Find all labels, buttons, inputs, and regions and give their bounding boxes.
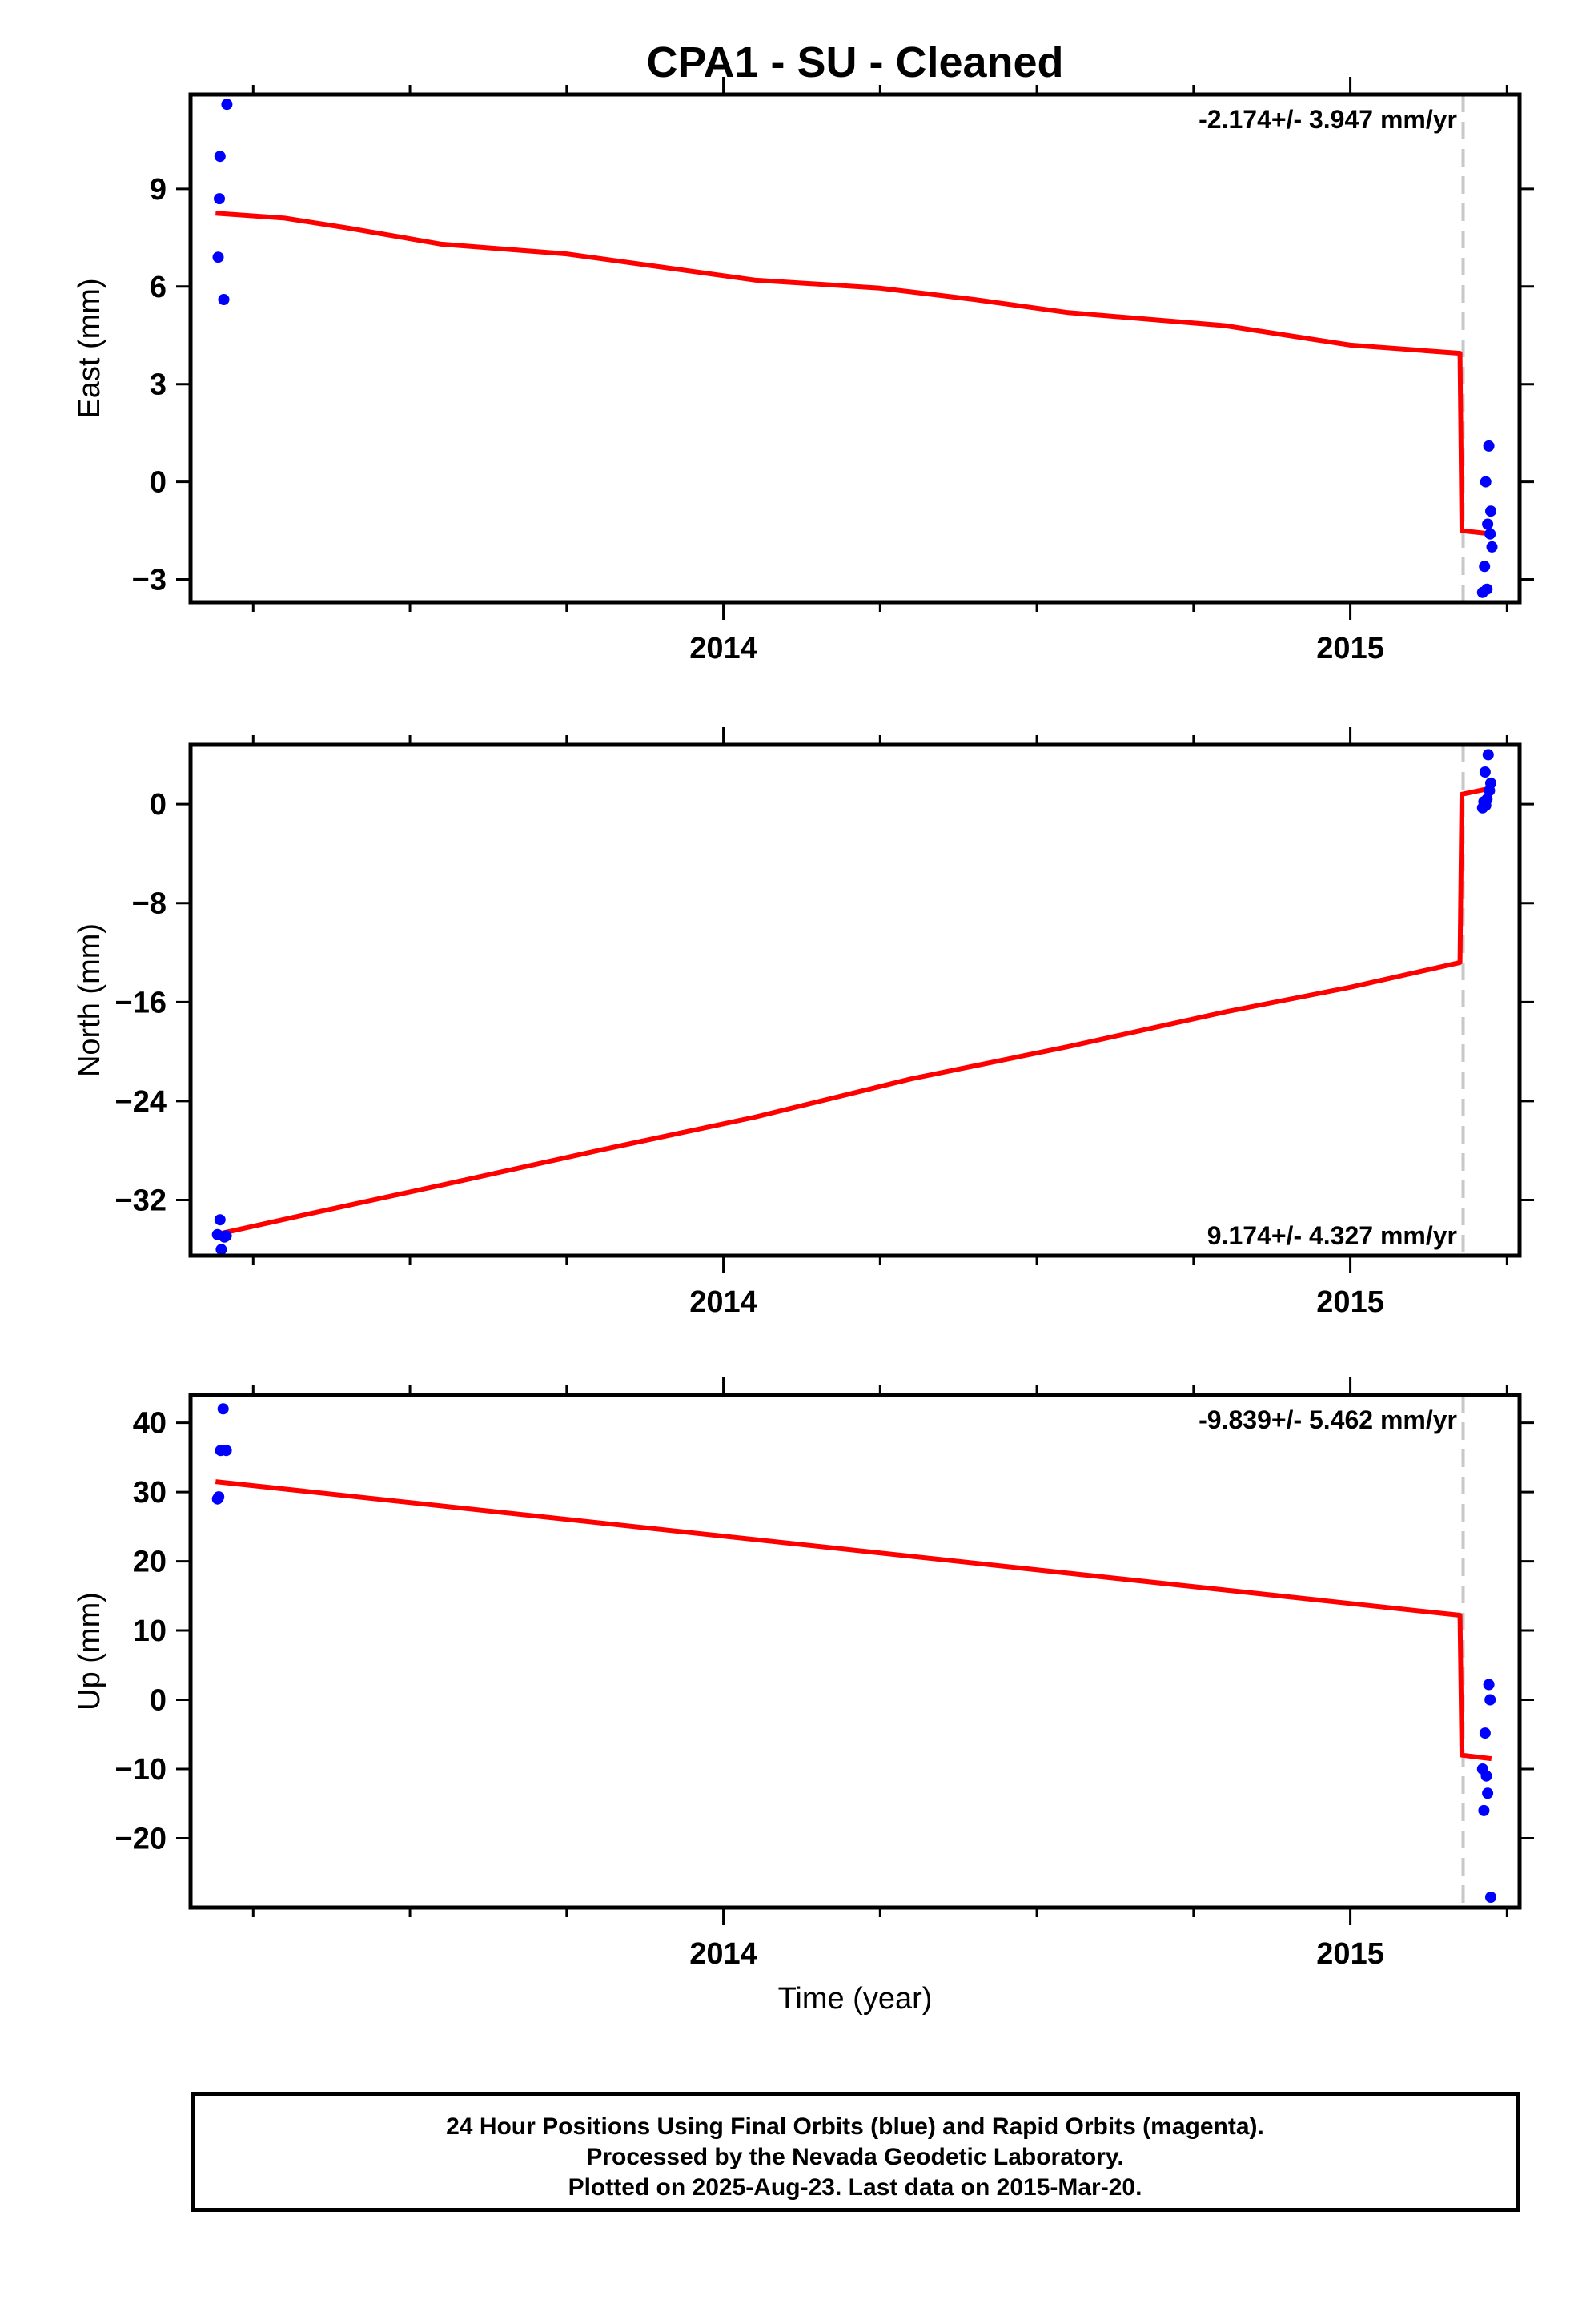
east-ytick-label-2: 3 xyxy=(150,368,167,402)
east-data-point-3 xyxy=(218,294,230,305)
north-ytick-label-3: −8 xyxy=(132,887,167,921)
east-ytick-label-3: 6 xyxy=(150,271,167,304)
up-ytick-label-1: −10 xyxy=(115,1753,167,1787)
up-data-point-9 xyxy=(1482,1787,1494,1799)
east-data-point-6 xyxy=(1479,561,1491,573)
up-data-point-6 xyxy=(1478,1804,1490,1816)
north-ytick-label-4: 0 xyxy=(150,788,167,822)
north-y-axis-label: North (mm) xyxy=(73,923,106,1077)
up-y-axis-label: Up (mm) xyxy=(73,1592,106,1711)
north-data-point-2 xyxy=(215,1244,227,1256)
east-data-point-4 xyxy=(221,99,233,111)
up-data-point-1 xyxy=(213,1491,225,1503)
east-velocity-label: -2.174+/- 3.947 mm/yr xyxy=(1199,105,1457,134)
up-panel: −20 −10 0 10 20 30 40 2014 2015 Up (mm) -9.839+/- … xyxy=(73,1377,1534,1971)
north-xtick-label-0: 2014 xyxy=(689,1285,757,1319)
east-data-point-1 xyxy=(214,193,225,205)
east-data-point-9 xyxy=(1482,518,1494,530)
up-data-point-10 xyxy=(1483,1679,1495,1691)
up-data-point-12 xyxy=(1485,1892,1496,1903)
up-data-point-4 xyxy=(220,1445,232,1457)
north-xtick-label-1: 2015 xyxy=(1316,1285,1384,1319)
up-data-point-8 xyxy=(1480,1770,1492,1782)
up-ytick-label-3: 10 xyxy=(133,1614,167,1648)
north-ytick-label-0: −32 xyxy=(115,1184,167,1217)
north-model-line xyxy=(215,786,1492,1237)
caption-line-2: Processed by the Nevada Geodetic Laborat… xyxy=(586,2144,1124,2170)
north-data-point-12 xyxy=(1485,777,1496,789)
east-data-point-11 xyxy=(1484,528,1496,540)
east-data-point-13 xyxy=(1486,541,1498,553)
up-data-point-7 xyxy=(1479,1727,1491,1739)
east-data-point-2 xyxy=(214,151,226,163)
x-axis-title: Time (year) xyxy=(778,1982,933,2016)
east-ytick-label-0: −3 xyxy=(132,564,167,597)
east-data-point-0 xyxy=(212,251,224,263)
up-ytick-label-2: 0 xyxy=(150,1684,167,1718)
north-data-point-10 xyxy=(1482,749,1494,761)
north-velocity-label: 9.174+/- 4.327 mm/yr xyxy=(1207,1221,1457,1250)
east-panel: −3 0 3 6 9 2014 2015 East (mm) -2.174+/- 3.947 m… xyxy=(73,77,1534,665)
north-ytick-label-1: −24 xyxy=(115,1085,167,1119)
up-ytick-label-5: 30 xyxy=(133,1476,167,1510)
figure-title: CPA1 - SU - Cleaned xyxy=(646,38,1063,86)
up-model-line xyxy=(215,1479,1492,1762)
north-plot-frame xyxy=(188,742,1522,1258)
up-ytick-label-0: −20 xyxy=(115,1823,167,1856)
north-data-point-7 xyxy=(1479,766,1491,778)
caption-line-1: 24 Hour Positions Using Final Orbits (bl… xyxy=(446,2113,1264,2140)
up-data-point-3 xyxy=(217,1403,229,1415)
east-xtick-label-1: 2015 xyxy=(1316,632,1384,665)
north-ytick-label-2: −16 xyxy=(115,986,167,1019)
east-xtick-label-0: 2014 xyxy=(689,632,757,665)
east-plot-frame xyxy=(188,92,1522,605)
up-plot-frame xyxy=(188,1393,1522,1910)
east-data-point-7 xyxy=(1480,476,1492,488)
up-ytick-label-4: 20 xyxy=(133,1546,167,1579)
east-data-point-10 xyxy=(1483,440,1495,452)
north-panel: −32 −24 −16 −8 0 2014 2015 North (mm) 9.174+/- 4… xyxy=(73,727,1534,1319)
up-ytick-label-6: 40 xyxy=(133,1407,167,1441)
north-data-point-4 xyxy=(220,1230,232,1242)
up-data-point-11 xyxy=(1484,1694,1496,1706)
east-y-axis-label: East (mm) xyxy=(73,278,106,418)
up-xtick-label-0: 2014 xyxy=(689,1937,757,1971)
caption-line-3: Plotted on 2025-Aug-23. Last data on 201… xyxy=(568,2174,1142,2201)
east-ytick-label-4: 9 xyxy=(150,173,167,207)
caption-box: 24 Hour Positions Using Final Orbits (bl… xyxy=(191,2092,1520,2212)
east-data-point-8 xyxy=(1481,583,1493,595)
east-data-point-12 xyxy=(1485,505,1496,517)
up-xtick-label-1: 2015 xyxy=(1316,1937,1384,1971)
north-data-point-1 xyxy=(214,1214,226,1226)
east-model-line xyxy=(215,211,1492,537)
north-data-point-9 xyxy=(1481,794,1493,805)
up-velocity-label: -9.839+/- 5.462 mm/yr xyxy=(1199,1405,1457,1434)
east-ytick-label-1: 0 xyxy=(150,466,167,500)
